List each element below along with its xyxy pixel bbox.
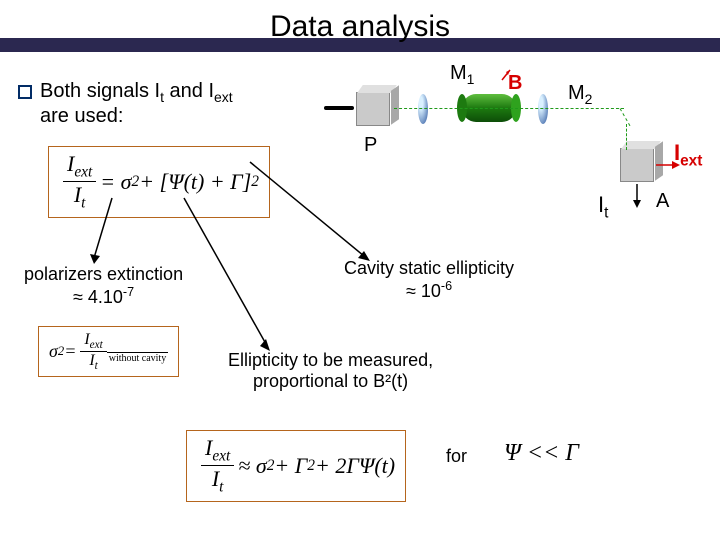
mirror-m2 (538, 94, 548, 124)
annot1-line2: ≈ 4.10-7 (24, 285, 183, 308)
label-it: It (598, 192, 608, 222)
annot3-line1: Ellipticity to be measured, (228, 350, 433, 371)
bullet-sub2: ext (214, 89, 233, 105)
optical-diagram: P M1 B M2 A Iext It (350, 68, 710, 238)
beam-diag (620, 108, 631, 126)
condition-text: Ψ << Γ (504, 440, 579, 467)
label-p: P (364, 134, 377, 157)
iext-arrow-icon (656, 160, 680, 170)
it-arrow-icon (632, 184, 642, 208)
content-area: Both signals It and Iext are used: P M1 … (0, 54, 720, 540)
equation-3: Iext It ≈ σ2 + Γ2 + 2ΓΨ(t) (186, 430, 406, 502)
annot1-line1: polarizers extinction (24, 264, 183, 285)
polarizer-p (356, 92, 390, 126)
title-bar: Data analysis (0, 0, 720, 54)
beam-horizontal (394, 108, 624, 109)
annot3-line2: proportional to B²(t) (228, 371, 433, 392)
bullet-suffix: are used: (40, 105, 123, 127)
arrow-to-annot3 (180, 196, 280, 356)
bullet-text: Both signals It and Iext are used: (18, 80, 233, 128)
input-beam-icon (324, 106, 354, 110)
b-arrow-icon (500, 68, 514, 82)
label-a: A (656, 190, 669, 213)
bullet-mid: and I (164, 80, 214, 102)
equation-2: σ2 = Iext It without cavity (38, 326, 179, 377)
page-title: Data analysis (270, 10, 450, 44)
bullet-icon (18, 85, 32, 99)
label-m2: M2 (568, 82, 592, 107)
arrow-to-annot1 (88, 196, 118, 266)
bullet-prefix: Both signals I (40, 80, 160, 102)
annotation-cavity: Cavity static ellipticity ≈ 10-6 (344, 258, 514, 302)
analyzer-a (620, 148, 654, 182)
annot2-line1: Cavity static ellipticity (344, 258, 514, 279)
beam-vert (626, 124, 627, 150)
label-m1: M1 (450, 62, 474, 87)
annotation-ellipticity: Ellipticity to be measured, proportional… (228, 350, 433, 392)
annotation-polarizers: polarizers extinction ≈ 4.10-7 (24, 264, 183, 308)
mirror-m1 (418, 94, 428, 124)
annot2-line2: ≈ 10-6 (344, 279, 514, 302)
for-label: for (446, 446, 467, 467)
